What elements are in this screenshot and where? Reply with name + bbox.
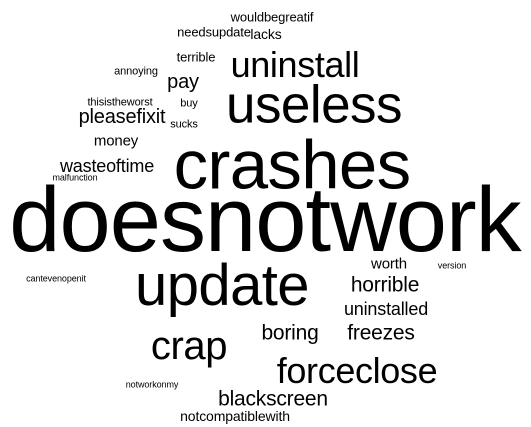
word-wouldbegreatif: wouldbegreatif <box>230 9 314 25</box>
word-malfunction: malfunction <box>52 172 98 183</box>
word-freezes: freezes <box>347 321 415 345</box>
word-notworkonmy: notworkonmy <box>125 379 179 390</box>
word-version: version <box>437 260 467 271</box>
word-crap: crap <box>150 324 228 368</box>
word-money: money <box>93 132 139 150</box>
word-doesnotwork: doesnotwork <box>9 169 521 271</box>
word-sucks: sucks <box>170 118 198 131</box>
word-crashes: crashes <box>173 126 411 204</box>
word-blackscreen: blackscreen <box>218 387 328 411</box>
word-buy: buy <box>180 97 198 110</box>
word-uninstall: uninstall <box>230 44 360 85</box>
word-worth: worth <box>371 255 407 273</box>
word-needsupdate: needsupdate <box>177 24 251 40</box>
word-update: update <box>135 253 310 318</box>
word-wasteoftime: wasteoftime <box>59 156 155 176</box>
word-pay: pay <box>167 71 199 93</box>
word-pleasefixit: pleasefixit <box>78 106 166 128</box>
word-notcompatiblewith: notcompatiblewith <box>180 408 290 424</box>
word-lacks: lacks <box>250 26 282 42</box>
word-uninstalled: uninstalled <box>343 299 429 319</box>
word-terrible: terrible <box>176 49 216 65</box>
word-useless: useless <box>226 75 403 135</box>
word-horrible: horrible <box>350 273 420 297</box>
word-cantevenopenit: cantevenopenit <box>26 273 86 284</box>
word-annoying: annoying <box>114 65 158 78</box>
word-boring: boring <box>261 321 319 345</box>
word-forceclose: forceclose <box>276 350 438 391</box>
word-thisistheworst: thisistheworst <box>87 96 153 109</box>
